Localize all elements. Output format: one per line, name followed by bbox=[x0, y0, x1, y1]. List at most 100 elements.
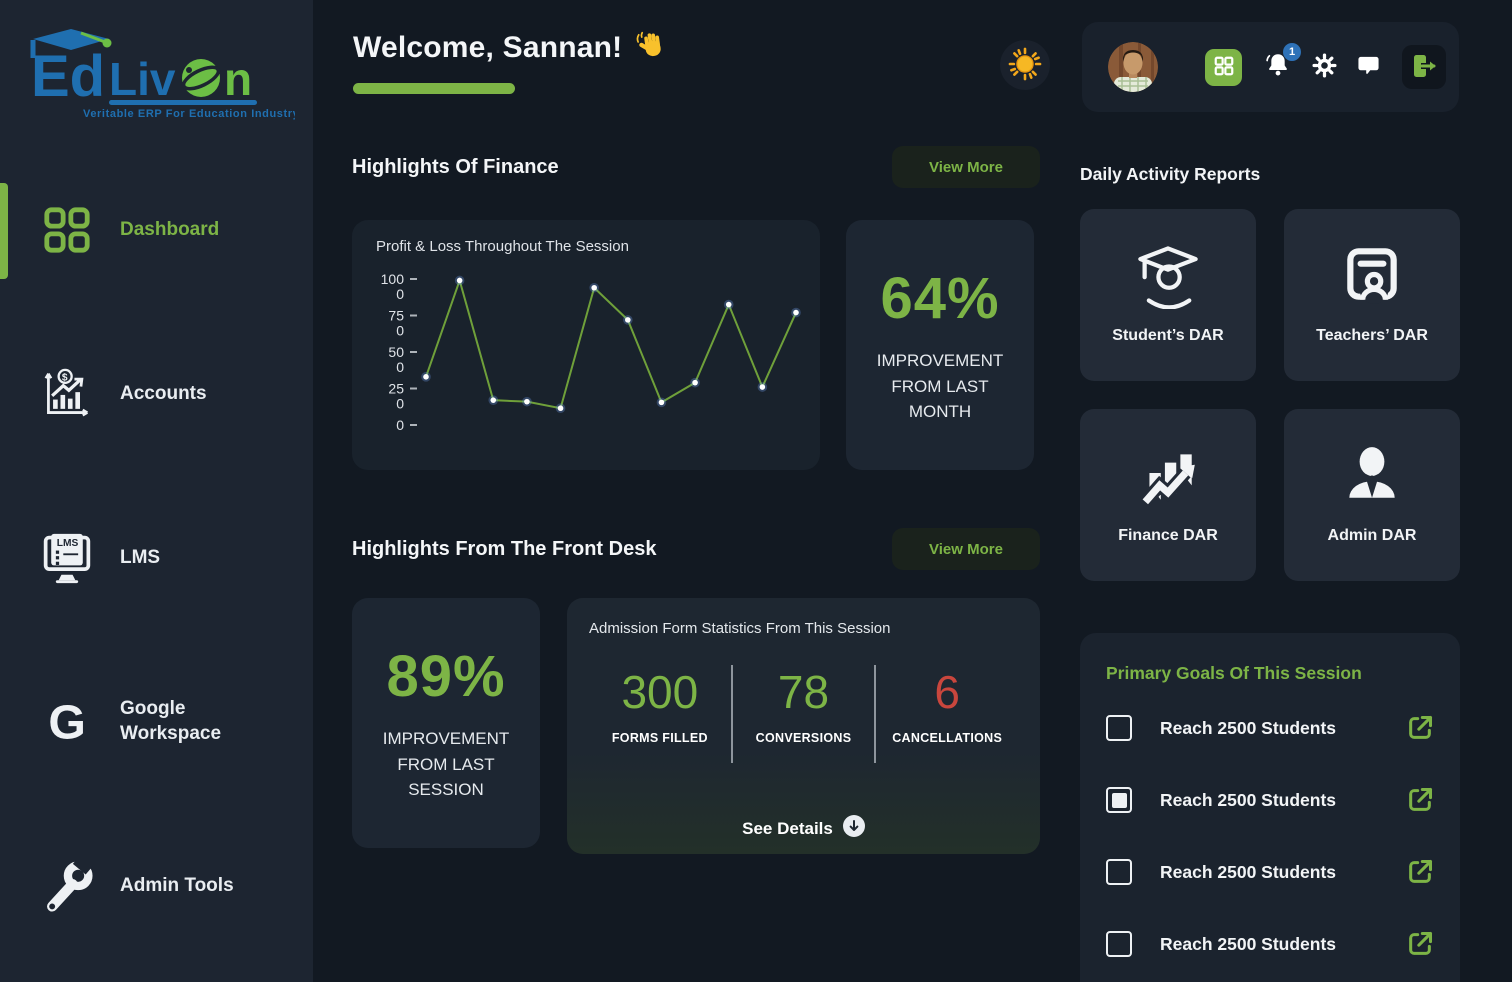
dashboard-columns: Highlights Of Finance View More Profit &… bbox=[313, 130, 1512, 982]
sidebar-item-dashboard[interactable]: Dashboard bbox=[0, 183, 313, 279]
goal-checkbox[interactable] bbox=[1106, 715, 1132, 741]
goal-checkbox[interactable] bbox=[1106, 931, 1132, 957]
notifications-button[interactable]: 1 bbox=[1264, 42, 1301, 84]
divider bbox=[730, 665, 733, 763]
messages-button[interactable] bbox=[1357, 54, 1380, 80]
logo-part-n: n bbox=[224, 53, 252, 105]
stat-cancellations: 6 CANCELLATIONS bbox=[876, 665, 1018, 763]
goal-row: Reach 2500 Students bbox=[1106, 858, 1434, 886]
external-link-icon bbox=[1409, 787, 1433, 811]
improvement-label: IMPROVEMENT FROM LAST SESSION bbox=[382, 729, 510, 800]
stat-label: FORMS FILLED bbox=[611, 731, 708, 745]
sidebar-item-accounts[interactable]: $ Accounts bbox=[0, 351, 313, 437]
improvement-label: IMPROVEMENT FROM LAST MONTH bbox=[876, 351, 1004, 422]
primary-goals-card: Primary Goals Of This Session Reach 2500… bbox=[1080, 633, 1460, 982]
sidebar-item-admin-tools[interactable]: Admin Tools bbox=[0, 843, 313, 929]
stat-label: CONVERSIONS bbox=[755, 731, 852, 745]
open-goal-link[interactable] bbox=[1406, 858, 1434, 886]
goal-label: Reach 2500 Students bbox=[1160, 933, 1337, 954]
profit-loss-chart-card: Profit & Loss Throughout The Session 100… bbox=[352, 220, 820, 470]
admin-dar-card[interactable]: Admin DAR bbox=[1284, 409, 1460, 581]
finance-view-more-button[interactable]: View More bbox=[892, 146, 1040, 188]
students-dar-card[interactable]: Student’s DAR bbox=[1080, 209, 1256, 381]
sidebar-item-label: Accounts bbox=[120, 382, 207, 404]
finance-cards-row: Profit & Loss Throughout The Session 100… bbox=[352, 220, 1040, 470]
svg-text:$: $ bbox=[62, 373, 68, 384]
apps-grid-button[interactable] bbox=[1205, 48, 1242, 86]
goal-row: Reach 2500 Students bbox=[1106, 930, 1434, 958]
stat-value: 300 bbox=[621, 666, 699, 718]
welcome-block: Welcome, Sannan! bbox=[353, 30, 666, 94]
sidebar-item-label: Google Workspace bbox=[120, 698, 222, 744]
stat-value: 6 bbox=[934, 666, 960, 718]
settings-button[interactable] bbox=[1312, 53, 1337, 81]
center-column: Highlights Of Finance View More Profit &… bbox=[352, 130, 1040, 982]
finance-section-header: Highlights Of Finance View More bbox=[352, 146, 1040, 188]
goal-label: Reach 2500 Students bbox=[1160, 789, 1337, 810]
goal-checkbox[interactable] bbox=[1106, 787, 1132, 813]
finance-chart-arrow-icon bbox=[1132, 439, 1204, 511]
edliven-logo-icon: Ed Liv n Veritable ERP For Education Ind… bbox=[30, 29, 299, 120]
goal-label: Reach 2500 Students bbox=[1160, 717, 1337, 738]
logo-tagline: Veritable ERP For Education Industry bbox=[83, 108, 295, 120]
goal-row: Reach 2500 Students bbox=[1106, 786, 1434, 814]
admission-statistics-card: Admission Form Statistics From This Sess… bbox=[567, 598, 1040, 854]
stat-value: 78 bbox=[777, 666, 830, 718]
welcome-underline bbox=[353, 83, 515, 94]
chat-bubble-icon bbox=[1357, 54, 1380, 80]
front-desk-section-header: Highlights From The Front Desk View More bbox=[352, 528, 1040, 570]
front-desk-improvement-card: 89% IMPROVEMENT FROM LAST SESSION bbox=[352, 598, 540, 848]
external-link-icon bbox=[1409, 931, 1433, 955]
goal-row: Reach 2500 Students bbox=[1106, 714, 1434, 742]
logo-part-liv: Liv bbox=[109, 53, 176, 105]
logout-door-icon bbox=[1409, 51, 1439, 84]
active-indicator bbox=[0, 183, 8, 279]
improvement-percentage: 64% bbox=[880, 266, 1000, 332]
dar-card-label: Admin DAR bbox=[1327, 527, 1417, 544]
google-g-icon: G bbox=[40, 695, 94, 749]
goal-label: Reach 2500 Students bbox=[1160, 861, 1337, 882]
logout-button[interactable] bbox=[1402, 45, 1446, 89]
dar-grid: Student’s DAR Teachers’ DAR bbox=[1080, 209, 1460, 581]
dashboard-grid-icon bbox=[40, 203, 94, 257]
sidebar: Ed Liv n Veritable ERP For Education Ind… bbox=[0, 0, 313, 982]
person-tie-icon bbox=[1339, 439, 1405, 511]
improvement-percentage: 89% bbox=[386, 644, 506, 710]
notification-badge: 1 bbox=[1283, 42, 1301, 61]
theme-toggle-button[interactable] bbox=[1000, 40, 1050, 90]
chart-title: Profit & Loss Throughout The Session bbox=[376, 238, 629, 255]
user-avatar[interactable] bbox=[1108, 42, 1158, 92]
topbar: Welcome, Sannan! bbox=[313, 0, 1512, 130]
main-content: Welcome, Sannan! bbox=[313, 0, 1512, 982]
front-desk-section-title: Highlights From The Front Desk bbox=[352, 537, 657, 560]
finance-dar-card[interactable]: Finance DAR bbox=[1080, 409, 1256, 581]
see-details-button[interactable]: See Details bbox=[567, 815, 1040, 842]
finance-section-title: Highlights Of Finance bbox=[352, 155, 559, 178]
divider bbox=[874, 665, 877, 763]
wave-hand-icon bbox=[636, 30, 666, 65]
svg-text:0: 0 bbox=[396, 417, 404, 433]
stat-forms-filled: 300 FORMS FILLED bbox=[589, 665, 731, 763]
sidebar-item-label: Dashboard bbox=[120, 218, 220, 240]
arrow-down-circle-icon bbox=[842, 815, 865, 842]
sidebar-item-lms[interactable]: LMS LMS bbox=[0, 515, 313, 601]
dar-section-title: Daily Activity Reports bbox=[1080, 164, 1261, 184]
accounts-chart-icon: $ bbox=[40, 367, 94, 421]
sidebar-menu: Dashboard $ Accounts bbox=[0, 183, 313, 929]
open-goal-link[interactable] bbox=[1406, 714, 1434, 742]
external-link-icon bbox=[1409, 715, 1433, 739]
front-desk-view-more-button[interactable]: View More bbox=[892, 528, 1040, 570]
sidebar-item-label: LMS bbox=[120, 546, 161, 568]
open-goal-link[interactable] bbox=[1406, 930, 1434, 958]
user-toolbar: 1 bbox=[1082, 22, 1459, 112]
goals-title: Primary Goals Of This Session bbox=[1106, 663, 1362, 683]
svg-text:G: G bbox=[48, 696, 86, 748]
open-goal-link[interactable] bbox=[1406, 786, 1434, 814]
teachers-dar-card[interactable]: Teachers’ DAR bbox=[1284, 209, 1460, 381]
welcome-title: Welcome, Sannan! bbox=[353, 30, 623, 64]
stat-label: CANCELLATIONS bbox=[892, 731, 1003, 745]
goal-checkbox[interactable] bbox=[1106, 859, 1132, 885]
logo-part-ed: Ed bbox=[31, 44, 105, 109]
sidebar-item-google-workspace[interactable]: G Google Workspace bbox=[0, 679, 313, 765]
